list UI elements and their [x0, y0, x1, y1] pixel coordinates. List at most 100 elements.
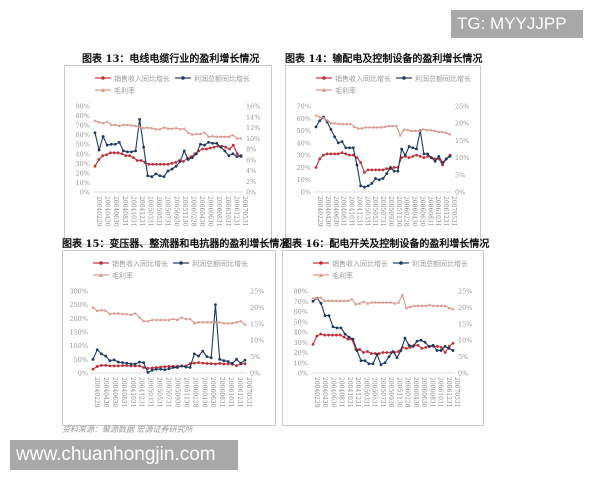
svg-text:20050731: 20050731 — [379, 196, 386, 227]
svg-text:30%: 30% — [76, 160, 90, 168]
svg-text:8%: 8% — [246, 146, 256, 154]
svg-text:20040229: 20040229 — [93, 377, 100, 408]
svg-text:5%: 5% — [250, 353, 260, 361]
svg-text:20%: 20% — [455, 120, 469, 128]
axes: 0% 10% 20% 30% 40% 50% 60% 70% 0% 5% 10% 15% 20% 25% 2… — [297, 103, 470, 227]
svg-text:10%: 10% — [250, 337, 264, 345]
svg-text:销售收入同比增长: 销售收入同比增长 — [335, 74, 391, 83]
svg-text:20040831: 20040831 — [120, 377, 127, 408]
svg-text:20050930: 20050930 — [387, 377, 394, 408]
svg-text:70%: 70% — [76, 122, 90, 130]
svg-text:20040831: 20040831 — [121, 196, 128, 227]
svg-text:20061231: 20061231 — [445, 377, 452, 408]
svg-text:20060630: 20060630 — [209, 377, 216, 408]
svg-text:销售收入同比增长: 销售收入同比增长 — [114, 74, 170, 83]
svg-text:2%: 2% — [246, 178, 256, 186]
svg-text:20061031: 20061031 — [224, 196, 231, 227]
svg-text:20041231: 20041231 — [138, 196, 145, 227]
svg-text:60%: 60% — [76, 131, 90, 139]
svg-text:70%: 70% — [297, 103, 311, 111]
svg-text:毛利率: 毛利率 — [112, 271, 133, 280]
watermark-top: TG: MYYJJPP — [451, 10, 583, 38]
svg-text:利润总额同比增长: 利润总额同比增长 — [412, 259, 468, 268]
svg-text:300%: 300% — [69, 288, 88, 296]
svg-text:100%: 100% — [69, 342, 88, 350]
svg-text:10%: 10% — [294, 359, 308, 367]
chart-frame: 销售收入同比增长 利润总额同比增长 毛利率 0% 10% 20% 30% 40% 50% 60% 7… — [282, 250, 484, 426]
svg-text:20060831: 20060831 — [218, 377, 225, 408]
axes: 0% 10% 20%30% 40%50% 60%70% 80%90% 0% 2% 4% 6% 8% 1… — [76, 103, 261, 227]
svg-text:16%: 16% — [246, 103, 260, 111]
svg-text:15%: 15% — [455, 137, 469, 145]
svg-text:20060430: 20060430 — [411, 196, 418, 227]
svg-text:20051130: 20051130 — [395, 377, 402, 408]
svg-text:20061231: 20061231 — [442, 196, 449, 227]
svg-text:20040630: 20040630 — [332, 196, 339, 227]
svg-text:4%: 4% — [246, 167, 256, 175]
svg-text:毛利率: 毛利率 — [114, 86, 135, 95]
svg-text:40%: 40% — [297, 139, 311, 147]
svg-text:6%: 6% — [246, 156, 256, 164]
svg-text:0%: 0% — [455, 189, 465, 197]
svg-text:20040430: 20040430 — [102, 377, 109, 408]
svg-text:40%: 40% — [294, 329, 308, 337]
svg-text:利润总额同比增长: 利润总额同比增长 — [194, 74, 250, 83]
svg-text:30%: 30% — [294, 339, 308, 347]
svg-text:40%: 40% — [76, 150, 90, 158]
svg-text:30%: 30% — [297, 152, 311, 160]
svg-text:20060831: 20060831 — [215, 196, 222, 227]
svg-text:销售收入同比增长: 销售收入同比增长 — [332, 259, 388, 268]
svg-text:20041031: 20041031 — [348, 196, 355, 227]
chart-title: 图表 14：输配电及控制设备的盈利增长情况 — [285, 54, 483, 65]
svg-text:20050531: 20050531 — [155, 196, 162, 227]
svg-text:25%: 25% — [250, 288, 264, 296]
axes: 0% 50% 100% 150% 200% 250% 300% 0% 5% 10% 15% 20% 25… — [69, 288, 264, 408]
svg-text:20050731: 20050731 — [165, 377, 172, 408]
chart-title: 图表 13：电线电缆行业的盈利增长情况 — [82, 54, 260, 65]
watermark-bottom: www.chuanhongjin.com — [10, 440, 238, 470]
svg-text:20060630: 20060630 — [207, 196, 214, 227]
series-profit — [91, 303, 247, 374]
svg-text:20060630: 20060630 — [420, 377, 427, 408]
svg-text:20050331: 20050331 — [147, 377, 154, 408]
series-sales — [311, 332, 455, 355]
svg-text:20050930: 20050930 — [173, 377, 180, 408]
svg-text:20040630: 20040630 — [329, 377, 336, 408]
chart-frame: 销售收入同比增长 利润总额同比增长 毛利率 0% 10% 20% 30% 40% 50% 60% 7… — [285, 65, 481, 245]
svg-text:15%: 15% — [458, 320, 472, 328]
svg-text:80%: 80% — [76, 112, 90, 120]
series-margin — [311, 293, 455, 311]
svg-text:50%: 50% — [74, 356, 88, 364]
svg-text:20041031: 20041031 — [129, 196, 136, 227]
svg-text:20070531: 20070531 — [453, 377, 460, 408]
series-sales — [91, 361, 247, 371]
svg-text:销售收入同比增长: 销售收入同比增长 — [112, 259, 168, 268]
svg-text:毛利率: 毛利率 — [332, 271, 353, 280]
svg-text:20040229: 20040229 — [95, 196, 102, 227]
svg-text:20050331: 20050331 — [362, 377, 369, 408]
svg-text:20040229: 20040229 — [316, 196, 323, 227]
svg-text:20040630: 20040630 — [111, 377, 118, 408]
svg-text:200%: 200% — [69, 315, 88, 323]
svg-text:20060228: 20060228 — [403, 196, 410, 227]
svg-text:20060430: 20060430 — [198, 196, 205, 227]
svg-text:25%: 25% — [458, 288, 472, 296]
svg-text:20050531: 20050531 — [371, 377, 378, 408]
svg-text:20061031: 20061031 — [227, 377, 234, 408]
series-margin — [91, 305, 247, 326]
svg-text:0%: 0% — [78, 370, 88, 378]
svg-text:80%: 80% — [294, 288, 308, 296]
svg-text:20050531: 20050531 — [156, 377, 163, 408]
svg-text:20041031: 20041031 — [129, 377, 136, 408]
svg-text:20070531: 20070531 — [245, 377, 252, 408]
svg-text:20061031: 20061031 — [434, 196, 441, 227]
svg-text:70%: 70% — [294, 298, 308, 306]
svg-text:10%: 10% — [76, 179, 90, 187]
svg-text:250%: 250% — [69, 301, 88, 309]
svg-text:14%: 14% — [246, 113, 260, 121]
svg-text:5%: 5% — [455, 171, 465, 179]
